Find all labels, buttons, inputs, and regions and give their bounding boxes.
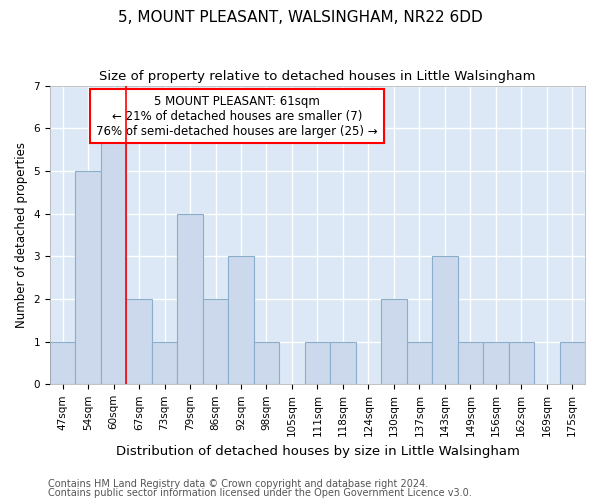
Bar <box>432 256 458 384</box>
Y-axis label: Number of detached properties: Number of detached properties <box>15 142 28 328</box>
X-axis label: Distribution of detached houses by size in Little Walsingham: Distribution of detached houses by size … <box>116 444 520 458</box>
Bar <box>305 342 330 384</box>
Bar <box>50 342 76 384</box>
Bar <box>76 171 101 384</box>
Bar <box>483 342 509 384</box>
Bar <box>178 214 203 384</box>
Bar <box>330 342 356 384</box>
Bar <box>152 342 178 384</box>
Text: 5 MOUNT PLEASANT: 61sqm
← 21% of detached houses are smaller (7)
76% of semi-det: 5 MOUNT PLEASANT: 61sqm ← 21% of detache… <box>97 94 378 138</box>
Bar <box>127 299 152 384</box>
Bar <box>407 342 432 384</box>
Text: Contains HM Land Registry data © Crown copyright and database right 2024.: Contains HM Land Registry data © Crown c… <box>48 479 428 489</box>
Bar <box>381 299 407 384</box>
Bar <box>509 342 534 384</box>
Title: Size of property relative to detached houses in Little Walsingham: Size of property relative to detached ho… <box>99 70 536 83</box>
Bar <box>101 128 127 384</box>
Text: Contains public sector information licensed under the Open Government Licence v3: Contains public sector information licen… <box>48 488 472 498</box>
Bar <box>254 342 279 384</box>
Bar <box>560 342 585 384</box>
Bar <box>228 256 254 384</box>
Text: 5, MOUNT PLEASANT, WALSINGHAM, NR22 6DD: 5, MOUNT PLEASANT, WALSINGHAM, NR22 6DD <box>118 10 482 25</box>
Bar <box>458 342 483 384</box>
Bar <box>203 299 228 384</box>
